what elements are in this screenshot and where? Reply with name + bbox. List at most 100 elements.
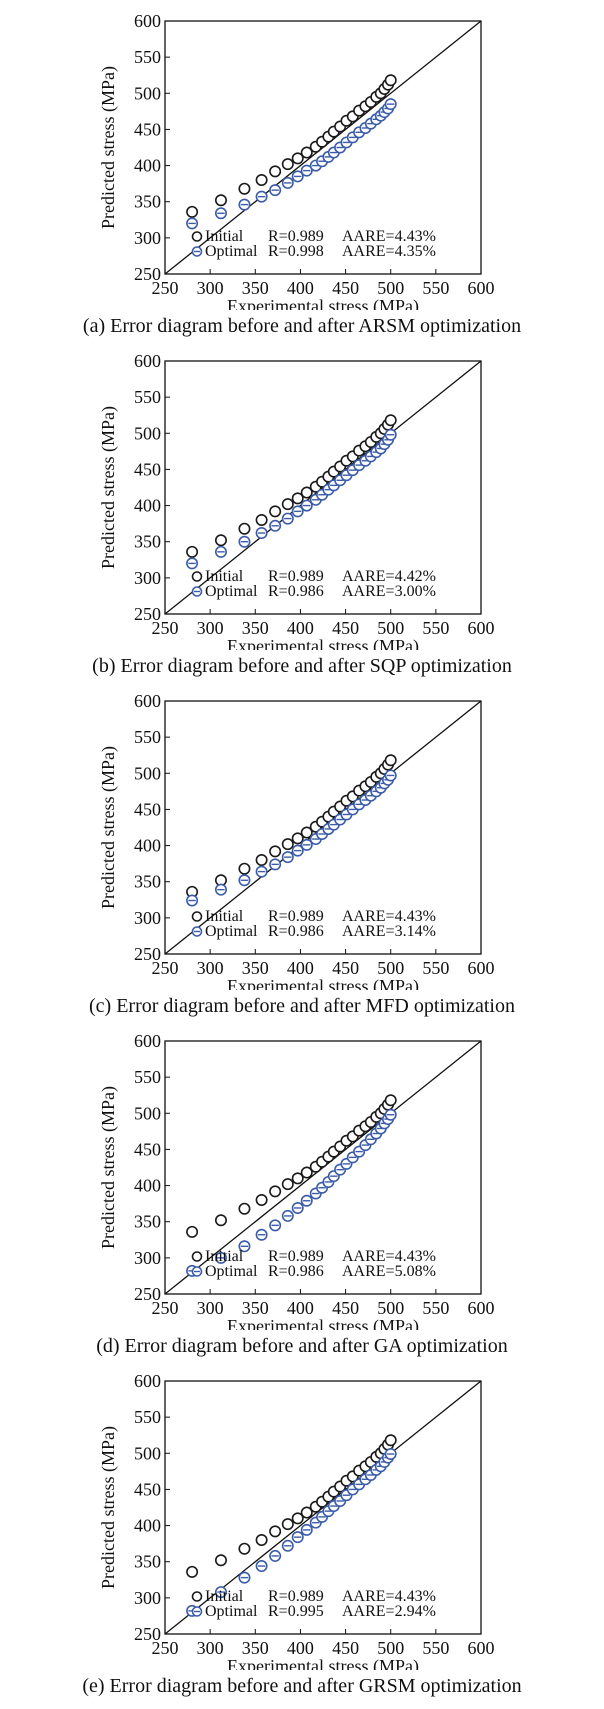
x-tick-label: 250 (152, 278, 179, 298)
y-tick-label: 300 (134, 228, 161, 248)
legend-r-value: R=0.986 (268, 1263, 324, 1280)
y-tick-label: 250 (134, 264, 161, 284)
x-tick-label: 350 (242, 1638, 269, 1658)
initial-point (291, 492, 304, 505)
initial-point (269, 165, 282, 178)
legend-marker (191, 1251, 203, 1262)
y-tick-label: 550 (134, 1407, 161, 1427)
chart-panel: 250 300 350 400 450 500 550 600 250 300 350 400 450 5… (0, 340, 604, 680)
y-tick-label: 600 (134, 11, 161, 31)
x-tick-label: 450 (332, 1638, 359, 1658)
y-tick-label: 550 (134, 387, 161, 407)
x-tick-label: 600 (468, 958, 495, 978)
initial-point (214, 194, 227, 207)
y-tick-label: 600 (134, 1371, 161, 1391)
x-axis-title: Experimental stress (MPa) (227, 296, 419, 310)
initial-point (255, 1194, 268, 1207)
legend-aare-value: AARE=4.42% (342, 568, 436, 585)
initial-point (269, 1525, 282, 1538)
x-tick-label: 500 (377, 1638, 404, 1658)
legend-marker (191, 571, 203, 582)
x-axis-title: Experimental stress (MPa) (227, 1656, 419, 1670)
optimal-series (186, 769, 397, 907)
legend-optimal: Optimal R=0.995 AARE=2.94% (191, 1603, 436, 1620)
x-tick-label: 550 (422, 958, 449, 978)
y-tick-label: 450 (134, 459, 161, 479)
initial-point (300, 486, 313, 499)
initial-series (186, 74, 397, 218)
initial-series (186, 414, 397, 558)
y-axis-title: Predicted stress (MPa) (98, 66, 119, 229)
scatter-chart: 250 300 350 400 450 500 550 600 250 300 350 400 450 5… (98, 11, 495, 310)
initial-point (384, 414, 397, 427)
plot-frame (164, 20, 482, 275)
x-tick-label: 500 (377, 618, 404, 638)
legend-name: Initial (205, 568, 244, 585)
x-tick-label: 250 (152, 1298, 179, 1318)
initial-point (269, 1185, 282, 1198)
x-tick-label: 450 (332, 618, 359, 638)
x-tick-label: 550 (422, 278, 449, 298)
x-tick-label: 300 (197, 278, 224, 298)
y-axis-title: Predicted stress (MPa) (98, 1086, 119, 1249)
initial-point (255, 174, 268, 187)
legend-name: Initial (205, 908, 244, 925)
legend-optimal: Optimal R=0.986 AARE=3.14% (191, 923, 436, 940)
initial-point (300, 1506, 313, 1519)
initial-point (300, 826, 313, 839)
initial-point (269, 845, 282, 858)
legend-aare-value: AARE=2.94% (342, 1603, 436, 1620)
legend-aare-value: AARE=4.43% (342, 1588, 436, 1605)
legend-name: Optimal (205, 243, 258, 260)
legend-aare-value: AARE=3.00% (342, 583, 436, 600)
x-tick-label: 550 (422, 618, 449, 638)
initial-point (300, 146, 313, 159)
y-tick-label: 500 (134, 83, 161, 103)
y-tick-label: 300 (134, 568, 161, 588)
x-tick-label: 350 (242, 618, 269, 638)
y-tick-label: 300 (134, 1248, 161, 1268)
x-tick-label: 400 (287, 1638, 314, 1658)
scatter-chart: 250 300 350 400 450 500 550 600 250 300 350 400 450 5… (98, 351, 495, 650)
y-tick-label: 350 (134, 1212, 161, 1232)
legend-name: Initial (205, 1248, 244, 1265)
initial-point (214, 534, 227, 547)
initial-point (214, 1554, 227, 1567)
legend-r-value: R=0.986 (268, 923, 324, 940)
legend-r-value: R=0.989 (268, 908, 324, 925)
chart-panel: 250 300 350 400 450 500 550 600 250 300 350 400 450 5… (0, 1360, 604, 1700)
legend-marker (191, 231, 203, 242)
initial-point (255, 1534, 268, 1547)
y-tick-label: 250 (134, 944, 161, 964)
x-tick-label: 250 (152, 618, 179, 638)
y-tick-label: 400 (134, 1516, 161, 1536)
legend-aare-value: AARE=4.43% (342, 1248, 436, 1265)
x-tick-label: 600 (468, 278, 495, 298)
y-tick-label: 300 (134, 908, 161, 928)
y-tick-label: 600 (134, 691, 161, 711)
x-tick-label: 350 (242, 958, 269, 978)
x-tick-label: 500 (377, 1298, 404, 1318)
initial-point (269, 505, 282, 518)
y-tick-label: 600 (134, 351, 161, 371)
initial-point (238, 1542, 251, 1555)
initial-point (300, 1166, 313, 1179)
x-tick-label: 400 (287, 278, 314, 298)
x-axis-title: Experimental stress (MPa) (227, 1316, 419, 1330)
legend-aare-value: AARE=4.43% (342, 908, 436, 925)
y-tick-label: 500 (134, 423, 161, 443)
legend-aare-value: AARE=5.08% (342, 1263, 436, 1280)
y-tick-label: 250 (134, 604, 161, 624)
x-tick-label: 550 (422, 1298, 449, 1318)
y-tick-label: 550 (134, 47, 161, 67)
legend-r-value: R=0.998 (268, 243, 324, 260)
x-tick-label: 300 (197, 1298, 224, 1318)
initial-point (238, 1202, 251, 1215)
figure-caption: (c) Error diagram before and after MFD o… (89, 995, 515, 1017)
y-axis-title: Predicted stress (MPa) (98, 746, 119, 909)
optimal-series (186, 428, 397, 570)
legend-name: Initial (205, 228, 244, 245)
x-tick-label: 250 (152, 1638, 179, 1658)
y-tick-label: 550 (134, 1067, 161, 1087)
